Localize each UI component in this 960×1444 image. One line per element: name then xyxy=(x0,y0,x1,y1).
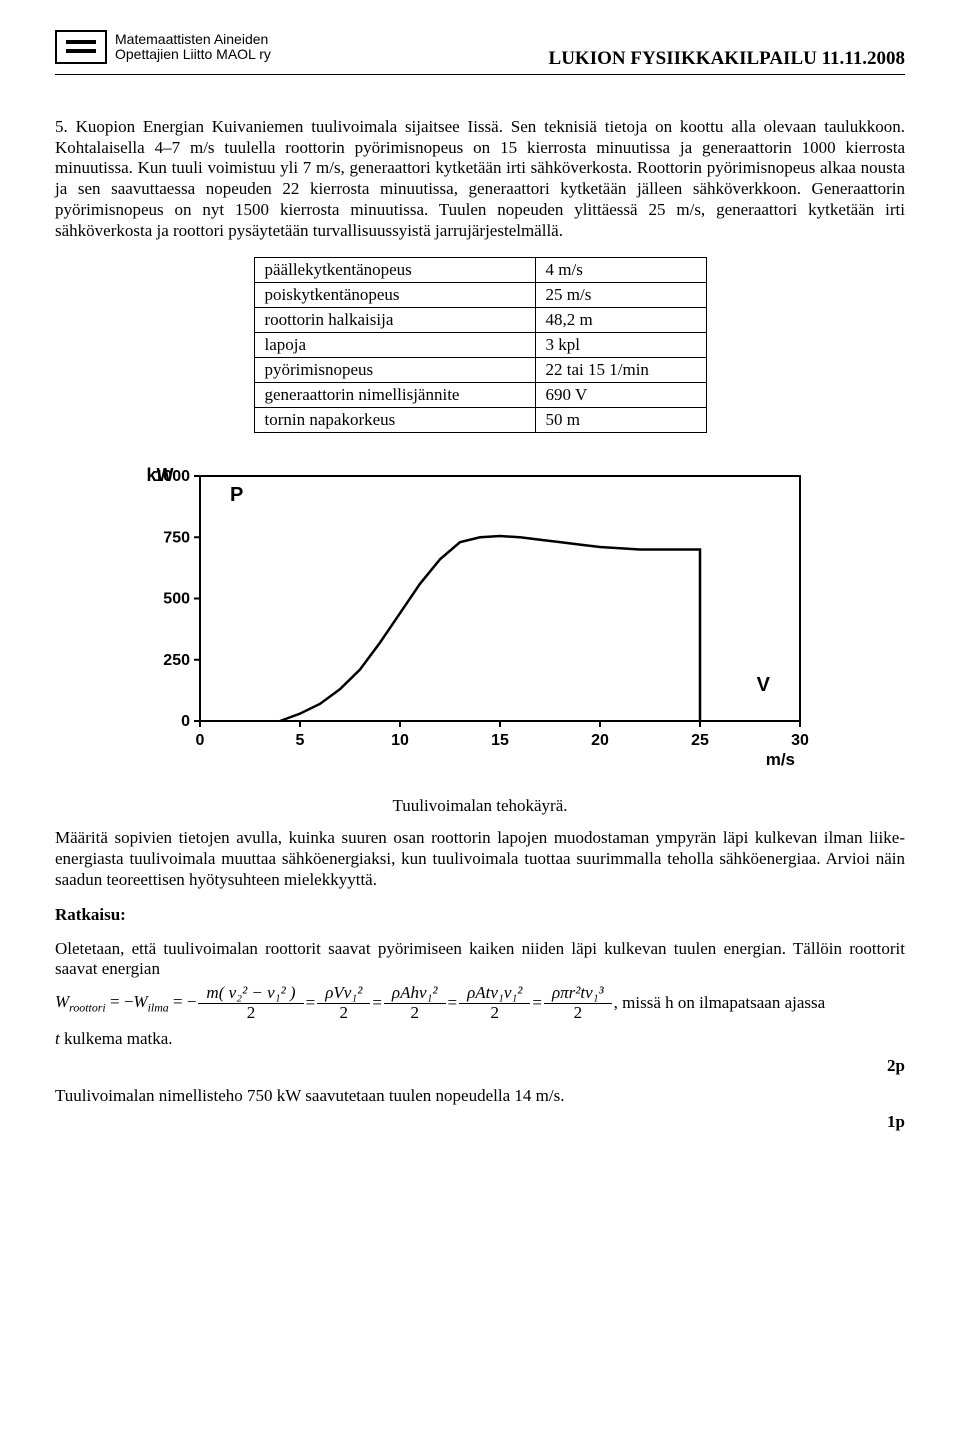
spec-key: pyörimisnopeus xyxy=(254,358,535,383)
header-left: Matemaattisten Aineiden Opettajien Liitt… xyxy=(55,30,271,64)
table-row: päällekytkentänopeus4 m/s xyxy=(254,258,706,283)
svg-text:0: 0 xyxy=(196,732,205,749)
spec-key: lapoja xyxy=(254,333,535,358)
table-row: lapoja3 kpl xyxy=(254,333,706,358)
table-row: pyörimisnopeus22 tai 15 1/min xyxy=(254,358,706,383)
svg-text:P: P xyxy=(230,484,243,506)
svg-text:10: 10 xyxy=(391,732,409,749)
svg-text:kW: kW xyxy=(147,465,174,485)
power-curve-svg: 02505007501000051015202530kWPVm/s xyxy=(130,461,830,771)
eq-tail: , missä h on ilmapatsaan ajassa xyxy=(614,994,826,1013)
spec-value: 4 m/s xyxy=(535,258,706,283)
svg-text:250: 250 xyxy=(163,652,190,669)
svg-text:m/s: m/s xyxy=(766,750,795,769)
problem-statement: 5. Kuopion Energian Kuivaniemen tuulivoi… xyxy=(55,117,905,241)
spec-value: 22 tai 15 1/min xyxy=(535,358,706,383)
spec-key: tornin napakorkeus xyxy=(254,408,535,433)
spec-value: 3 kpl xyxy=(535,333,706,358)
page-header: Matemaattisten Aineiden Opettajien Liitt… xyxy=(55,30,905,75)
table-row: roottorin halkaisija48,2 m xyxy=(254,308,706,333)
table-row: tornin napakorkeus50 m xyxy=(254,408,706,433)
points-1: 2p xyxy=(55,1056,905,1076)
spec-value: 690 V xyxy=(535,383,706,408)
spec-key: poiskytkentänopeus xyxy=(254,283,535,308)
t-line: t t kulkema matka.kulkema matka. xyxy=(55,1028,905,1049)
svg-text:V: V xyxy=(757,674,771,696)
spec-key: generaattorin nimellisjännite xyxy=(254,383,535,408)
table-row: generaattorin nimellisjännite690 V xyxy=(254,383,706,408)
svg-text:15: 15 xyxy=(491,732,509,749)
spec-value: 48,2 m xyxy=(535,308,706,333)
maol-logo-icon xyxy=(55,30,107,64)
svg-text:500: 500 xyxy=(163,591,190,608)
svg-text:0: 0 xyxy=(181,713,190,730)
table-row: poiskytkentänopeus25 m/s xyxy=(254,283,706,308)
svg-text:5: 5 xyxy=(296,732,305,749)
svg-text:30: 30 xyxy=(791,732,809,749)
final-statement: Tuulivoimalan nimellisteho 750 kW saavut… xyxy=(55,1086,905,1106)
energy-equation: Wroottori = −Wilma = − m( v₂² − v₁² )2 =… xyxy=(55,984,905,1022)
points-2: 1p xyxy=(55,1112,905,1132)
solution-intro: Oletetaan, että tuulivoimalan roottorit … xyxy=(55,939,905,980)
svg-text:25: 25 xyxy=(691,732,709,749)
power-curve-chart: 02505007501000051015202530kWPVm/s xyxy=(130,461,830,776)
org-name: Matemaattisten Aineiden Opettajien Liitt… xyxy=(115,32,271,63)
org-line-1: Matemaattisten Aineiden xyxy=(115,32,271,47)
spec-key: roottorin halkaisija xyxy=(254,308,535,333)
svg-text:750: 750 xyxy=(163,530,190,547)
competition-title: LUKION FYSIIKKAKILPAILU 11.11.2008 xyxy=(549,30,905,70)
spec-table: päällekytkentänopeus4 m/spoiskytkentänop… xyxy=(254,257,707,433)
problem-number: 5. xyxy=(55,117,68,136)
spec-value: 25 m/s xyxy=(535,283,706,308)
question-text: Määritä sopivien tietojen avulla, kuinka… xyxy=(55,828,905,890)
chart-caption: Tuulivoimalan tehokäyrä. xyxy=(55,796,905,816)
solution-heading: Ratkaisu: xyxy=(55,905,905,925)
spec-value: 50 m xyxy=(535,408,706,433)
org-line-2: Opettajien Liitto MAOL ry xyxy=(115,47,271,62)
svg-text:20: 20 xyxy=(591,732,609,749)
problem-text: Kuopion Energian Kuivaniemen tuulivoimal… xyxy=(55,117,905,240)
spec-key: päällekytkentänopeus xyxy=(254,258,535,283)
